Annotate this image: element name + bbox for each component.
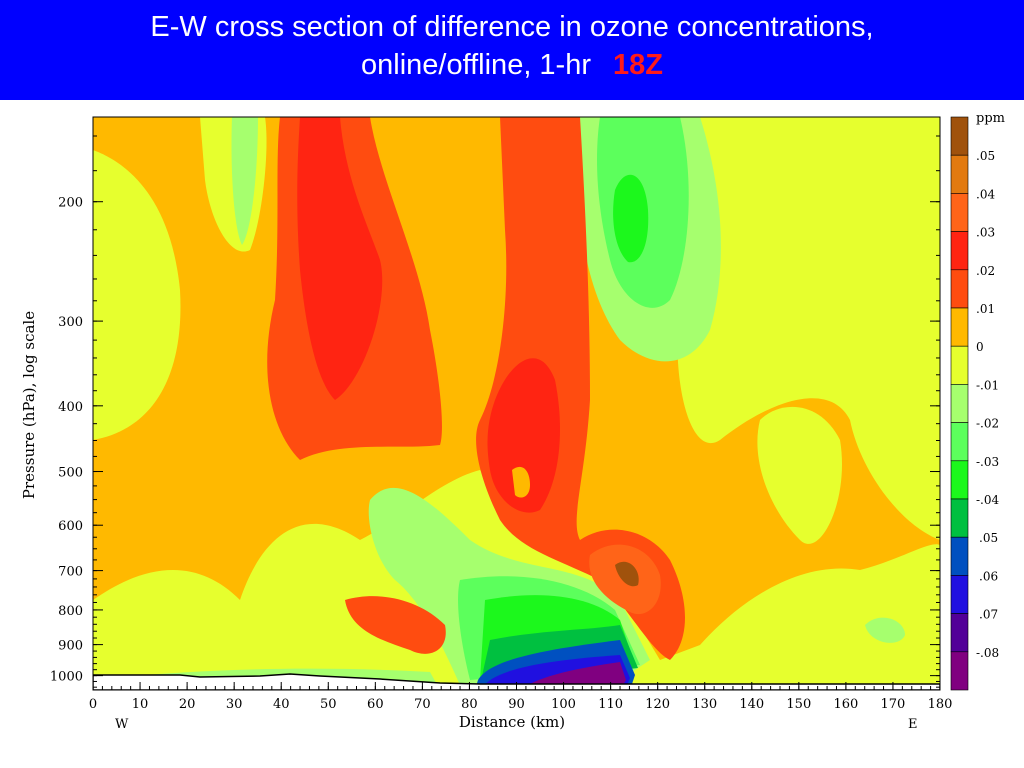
colorbar-swatch <box>950 345 969 385</box>
colorbar-swatch <box>950 613 969 653</box>
contour-band-0-05 <box>615 561 639 587</box>
y-tick-label: 300 <box>58 315 83 330</box>
colorbar-label: -.04 <box>976 493 1000 507</box>
contour-band-neg-0-02 <box>865 617 905 643</box>
contour-band-neg-0-01 <box>677 117 940 540</box>
colorbar-label: .07 <box>979 608 998 622</box>
colorbar-swatch <box>950 384 969 423</box>
colorbar-label: -.01 <box>976 378 999 392</box>
x-tick-label: 0 <box>89 697 97 712</box>
contour-band-neg-0-01 <box>757 406 842 544</box>
colorbar-unit: ppm <box>976 111 1005 126</box>
contour-field <box>93 117 940 690</box>
colorbar-swatch <box>950 460 969 500</box>
y-tick-label: 900 <box>58 639 83 654</box>
colorbar-label: -.03 <box>976 455 999 469</box>
x-end-label-west: W <box>115 717 129 732</box>
colorbar-swatch <box>950 269 969 309</box>
colorbar-label: 0 <box>976 340 984 354</box>
colorbar: ppm .05 .04 .03 .02 .01 0 -.01 -.02 -.03 -.04 .05 .0… <box>950 111 1005 691</box>
axes: 0 10 20 30 40 50 60 70 80 90 100 110 120 130 140 150 160… <box>50 135 953 712</box>
colorbar-swatch <box>950 422 969 462</box>
x-tick-label: 140 <box>739 697 764 712</box>
x-tick-label: 160 <box>833 697 858 712</box>
x-tick-label: 60 <box>367 697 384 712</box>
x-tick-label: 80 <box>461 697 478 712</box>
contour-band-0-03 <box>487 358 560 513</box>
x-tick-label: 180 <box>928 697 953 712</box>
terrain-mask <box>93 673 940 690</box>
colorbar-label: .04 <box>976 187 995 201</box>
contour-band-neg-0-02 <box>231 117 258 245</box>
contour-band-0-02 <box>345 596 446 654</box>
colorbar-label: .05 <box>979 531 998 545</box>
y-tick-label: 800 <box>58 604 83 619</box>
x-tick-label: 90 <box>508 697 525 712</box>
y-tick-label: 700 <box>58 565 83 580</box>
colorbar-label: -.08 <box>976 646 999 660</box>
y-tick-label: 400 <box>58 400 83 415</box>
contour-band-neg-0-04 <box>613 174 649 263</box>
colorbar-swatch <box>950 651 969 691</box>
title-line-1: E-W cross section of difference in ozone… <box>150 11 874 43</box>
colorbar-label: .03 <box>976 226 995 240</box>
contour-band-neg-0-01 <box>93 150 181 440</box>
contour-band-0-01 <box>512 466 530 498</box>
x-tick-label: 150 <box>786 697 811 712</box>
x-tick-label: 130 <box>692 697 717 712</box>
y-tick-label: 600 <box>58 519 83 534</box>
x-tick-label: 40 <box>273 697 290 712</box>
colorbar-label: .02 <box>976 264 995 278</box>
x-tick-label: 50 <box>320 697 337 712</box>
x-tick-label: 170 <box>881 697 906 712</box>
x-end-label-east: E <box>908 717 918 732</box>
y-tick-label: 1000 <box>50 670 83 685</box>
colorbar-swatch <box>950 536 969 576</box>
x-tick-label: 20 <box>179 697 196 712</box>
title-line-2: online/offline, 1-hr <box>361 49 592 81</box>
colorbar-swatch <box>950 116 969 156</box>
colorbar-swatch <box>950 498 969 538</box>
x-tick-label: 120 <box>645 697 670 712</box>
y-axis-label: Pressure (hPa), log scale <box>20 311 38 499</box>
contour-band-0-03 <box>297 117 383 400</box>
contour-band-neg-0-08 <box>520 662 626 690</box>
x-tick-label: 30 <box>226 697 243 712</box>
colorbar-swatch <box>950 307 969 347</box>
time-highlight: 18Z <box>613 49 663 81</box>
colorbar-label: .01 <box>976 302 995 316</box>
y-tick-label: 500 <box>58 466 83 481</box>
x-axis-label: Distance (km) <box>459 713 565 731</box>
colorbar-label: -.02 <box>976 417 999 431</box>
x-tick-label: 10 <box>132 697 149 712</box>
colorbar-swatch <box>950 575 969 614</box>
x-tick-label: 70 <box>414 697 431 712</box>
x-tick-label: 110 <box>598 697 623 712</box>
x-tick-label: 100 <box>551 697 576 712</box>
y-tick-label: 200 <box>58 196 83 211</box>
colorbar-swatch <box>950 231 969 271</box>
colorbar-label: .06 <box>979 569 998 583</box>
colorbar-label: .05 <box>976 149 995 163</box>
colorbar-swatch <box>950 193 969 232</box>
title-banner: E-W cross section of difference in ozone… <box>0 0 1024 100</box>
colorbar-swatch <box>950 154 969 194</box>
contour-band-0-02 <box>476 117 685 660</box>
